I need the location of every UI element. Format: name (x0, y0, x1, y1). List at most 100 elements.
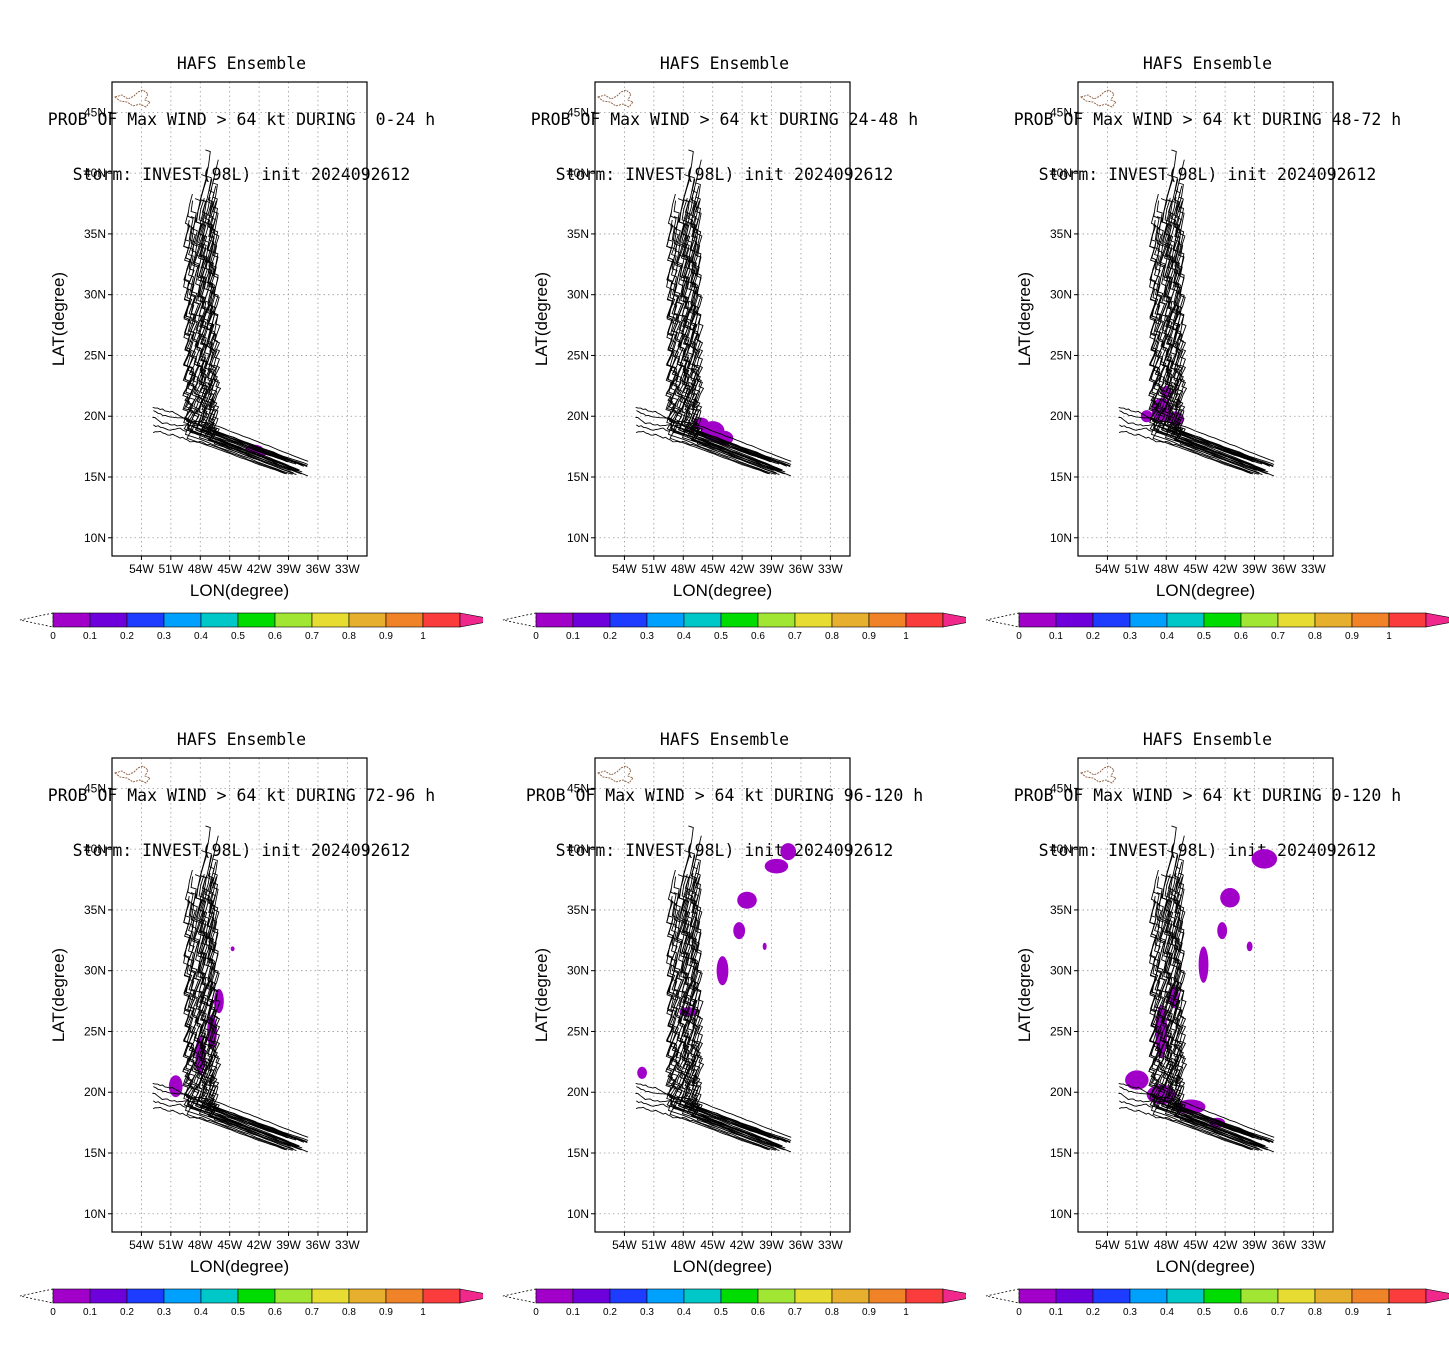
ensemble-track (679, 875, 792, 1153)
ensemble-track (635, 1106, 771, 1151)
colorbar-swatch (1092, 1288, 1131, 1304)
colorbar-swatch (1055, 612, 1094, 628)
colorbar-label: 0.7 (1271, 631, 1285, 642)
title-line-2: PROB OF Max WIND > 64 kt DURING 24-48 h (530, 109, 919, 129)
colorbar-swatch (831, 612, 870, 628)
colorbar-label: 0.3 (1123, 1307, 1137, 1318)
ensemble-track (672, 876, 780, 1141)
x-axis-label: LON(degree) (673, 581, 772, 600)
lon-tick-label: 48W (188, 1238, 213, 1252)
ensemble-track (695, 876, 791, 1143)
lat-tick-label: 25N (567, 348, 589, 362)
colorbar-label: 1 (903, 1307, 909, 1318)
colorbar-label: 0.6 (268, 631, 282, 642)
colorbar-label: 1 (1386, 631, 1392, 642)
lat-tick-label: 10N (567, 1207, 589, 1221)
y-axis-label: LAT(degree) (532, 272, 551, 366)
colorbar-swatch (1314, 1288, 1353, 1304)
ensemble-track (204, 149, 288, 466)
colorbar-swatch (1388, 1288, 1427, 1304)
ensemble-track (670, 193, 778, 472)
ensemble-track (1177, 835, 1259, 1140)
colorbar-under (985, 1288, 1020, 1304)
ensemble-track (200, 875, 308, 1144)
lat-tick-label: 20N (567, 1085, 589, 1099)
colorbar-label: 0.7 (305, 1307, 319, 1318)
colorbar-swatch (1203, 612, 1242, 628)
probability-area (764, 858, 789, 874)
lat-tick-label: 20N (567, 409, 589, 423)
ensemble-track (670, 869, 778, 1148)
colorbar-over (1425, 612, 1449, 628)
map-plot: 10N 15N 20N 25N 30N 35N 40N 45N 54W 51W 48W 45W 42W 3… (19, 81, 483, 642)
ensemble-track (1173, 177, 1253, 462)
ensemble-track (690, 882, 781, 1148)
plot-frame (594, 757, 851, 1233)
colorbar-label: 0.7 (788, 631, 802, 642)
colorbar-label: 0.8 (1308, 1307, 1322, 1318)
colorbar-over (942, 1288, 966, 1304)
lon-tick-label: 45W (700, 1238, 725, 1252)
lon-tick-label: 33W (818, 1238, 843, 1252)
coastline (1080, 765, 1117, 784)
lat-tick-label: 30N (567, 964, 589, 978)
lon-tick-label: 51W (642, 562, 667, 576)
title-line-1: HAFS Ensemble (176, 730, 307, 749)
colorbar-label: 0.5 (714, 631, 728, 642)
lon-tick-label: 36W (789, 562, 814, 576)
colorbar-over (459, 1288, 483, 1304)
colorbar-swatch (646, 1288, 685, 1304)
ensemble-track (665, 888, 776, 1151)
colorbar-label: 0 (50, 1307, 56, 1318)
lat-tick-label: 30N (84, 964, 106, 978)
title-line-3: Storm: INVEST(98L) init 2024092612 (555, 841, 894, 860)
map-plot: 10N 15N 20N 25N 30N 35N 40N 45N 54W 51W 48W 45W 42W 3… (985, 81, 1449, 642)
lon-tick-label: 33W (335, 1238, 360, 1252)
colorbar-swatch (831, 1288, 870, 1304)
ensemble-track (1170, 149, 1254, 466)
title-line-1: HAFS Ensemble (176, 54, 307, 73)
colorbar-swatch (1351, 612, 1390, 628)
colorbar-swatch (200, 1288, 239, 1304)
ensemble-track (212, 876, 308, 1143)
colorbar-label: 0 (533, 631, 539, 642)
colorbar-label: 0.6 (268, 1307, 282, 1318)
colorbar-label: 1 (903, 631, 909, 642)
colorbar-label: 0.9 (862, 631, 876, 642)
colorbar-swatch (535, 1288, 574, 1304)
panel-72-96h: HAFS Ensemble PROB OF Max WIND > 64 kt D… (0, 676, 483, 1352)
colorbar-swatch (1018, 612, 1057, 628)
colorbar-swatch (1092, 612, 1131, 628)
ensemble-track (212, 200, 308, 467)
panel-24-48h: HAFS Ensemble PROB OF Max WIND > 64 kt D… (483, 0, 966, 676)
x-axis-label: LON(degree) (1156, 581, 1255, 600)
colorbar-swatch (237, 612, 276, 628)
colorbar-label: 0.3 (1123, 631, 1137, 642)
probability-area (637, 1066, 647, 1079)
colorbar-swatch (311, 612, 350, 628)
y-axis-label: LAT(degree) (49, 272, 68, 366)
lon-tick-label: 39W (1242, 1238, 1267, 1252)
colorbar-label: 0.1 (1049, 631, 1063, 642)
colorbar-label: 0.6 (1234, 1307, 1248, 1318)
ensemble-track (1148, 212, 1259, 475)
colorbar-label: 0.3 (640, 631, 654, 642)
ensemble-track (665, 212, 776, 475)
lon-tick-label: 33W (1301, 562, 1326, 576)
colorbar-swatch (163, 612, 202, 628)
ensemble-track (1118, 1106, 1254, 1151)
lat-tick-label: 45N (84, 105, 106, 119)
ensemble-track (694, 835, 776, 1140)
colorbar-swatch (609, 612, 648, 628)
lat-tick-label: 10N (1050, 531, 1072, 545)
probability-area (737, 891, 757, 909)
coastline (1080, 89, 1117, 108)
lat-tick-label: 25N (1050, 1024, 1072, 1038)
colorbar-swatch (720, 1288, 759, 1304)
colorbar-swatch (311, 1288, 350, 1304)
lon-tick-label: 39W (276, 1238, 301, 1252)
colorbar-swatch (348, 612, 387, 628)
lon-tick-label: 42W (1213, 1238, 1238, 1252)
coastline (597, 765, 634, 784)
colorbar-label: 0.5 (1197, 631, 1211, 642)
